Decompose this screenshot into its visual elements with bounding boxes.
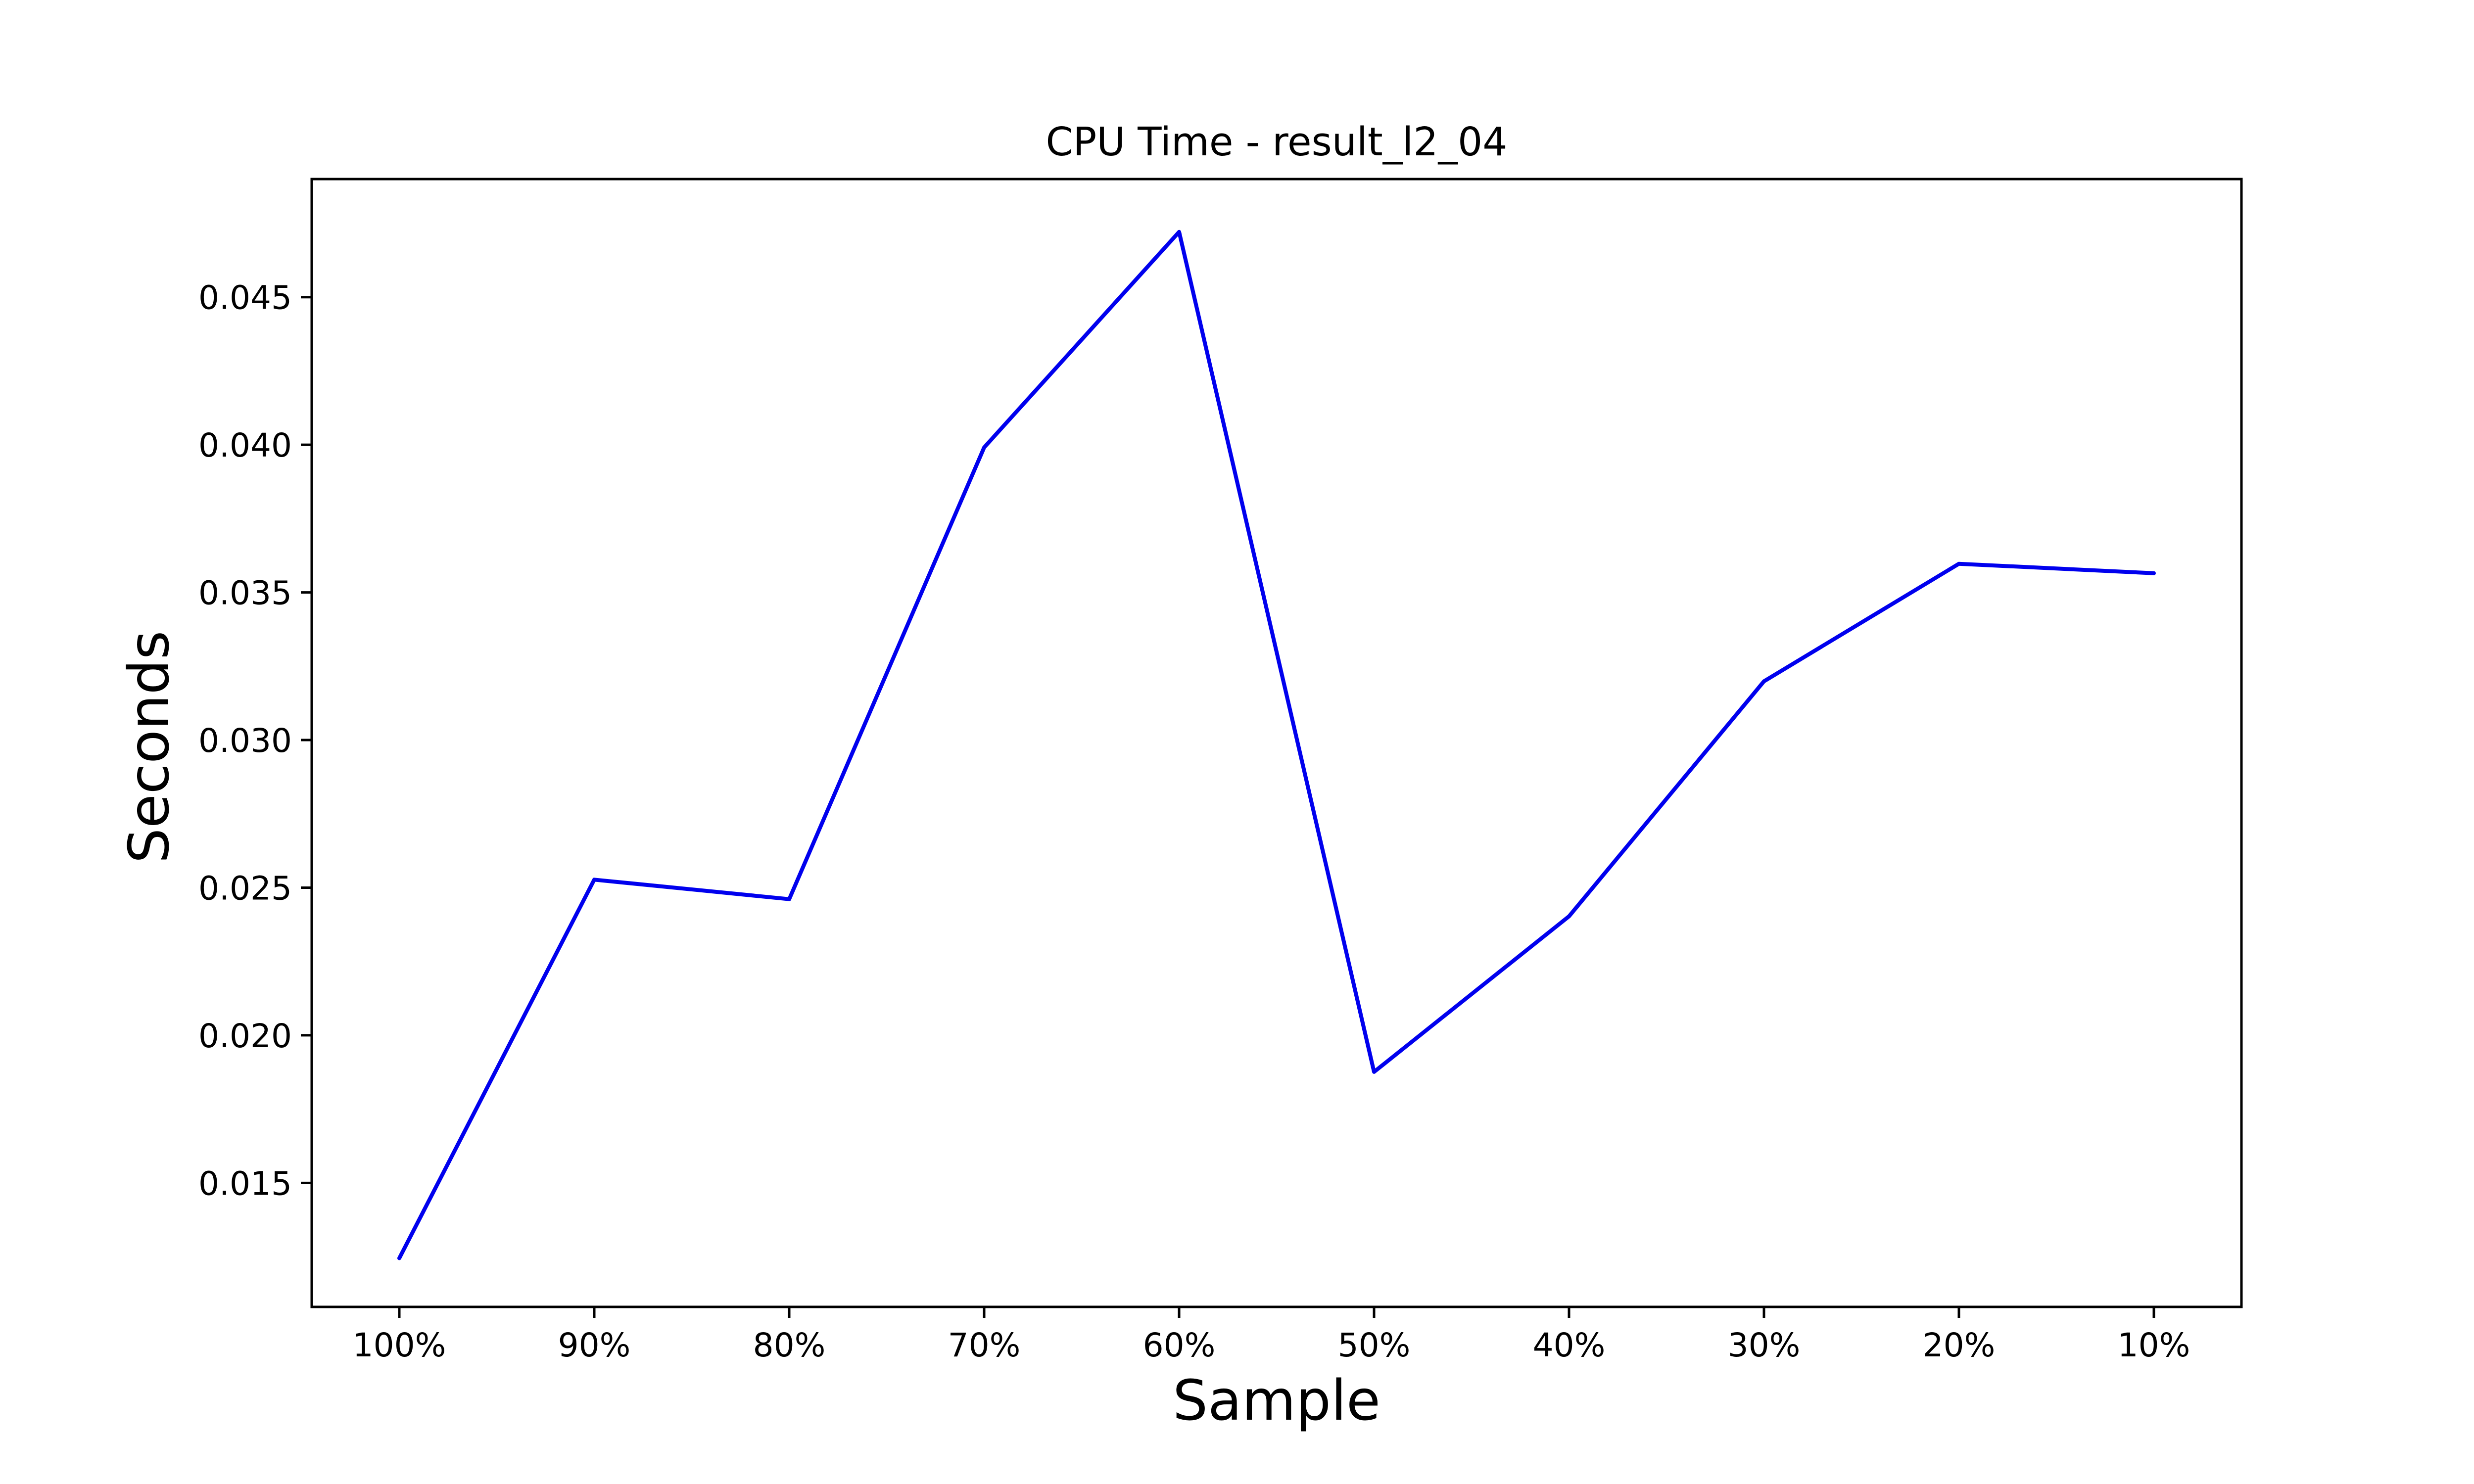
x-tick-label: 100% — [353, 1326, 446, 1364]
x-tick-label: 50% — [1338, 1326, 1411, 1364]
x-tick-label: 20% — [1923, 1326, 1996, 1364]
y-tick-label: 0.035 — [198, 574, 292, 612]
x-axis-title: Sample — [1173, 1369, 1380, 1433]
x-tick-label: 10% — [2118, 1326, 2190, 1364]
y-tick-label: 0.040 — [198, 426, 292, 464]
x-tick-label: 80% — [753, 1326, 826, 1364]
x-axis: 100% 90% 80% 70% 60% 50% 40% 30% 20% 10% — [353, 1307, 2190, 1364]
plot-frame — [310, 178, 2243, 1308]
series-line — [397, 230, 2156, 1260]
y-tick-label: 0.015 — [198, 1164, 292, 1203]
y-tick-label: 0.030 — [198, 722, 292, 760]
x-tick-label: 60% — [1143, 1326, 1216, 1364]
y-axis-title: Seconds — [117, 631, 182, 864]
x-tick-label: 70% — [948, 1326, 1021, 1364]
x-tick-label: 40% — [1533, 1326, 1606, 1364]
x-tick-label: 90% — [558, 1326, 631, 1364]
chart-title: CPU Time - result_l2_04 — [1046, 119, 1507, 165]
y-axis: 0.015 0.020 0.025 0.030 0.035 0.040 0.045 — [198, 279, 312, 1203]
y-tick-label: 0.025 — [198, 869, 292, 907]
y-tick-label: 0.020 — [198, 1017, 292, 1055]
y-tick-label: 0.045 — [198, 279, 292, 317]
x-tick-label: 30% — [1728, 1326, 1801, 1364]
